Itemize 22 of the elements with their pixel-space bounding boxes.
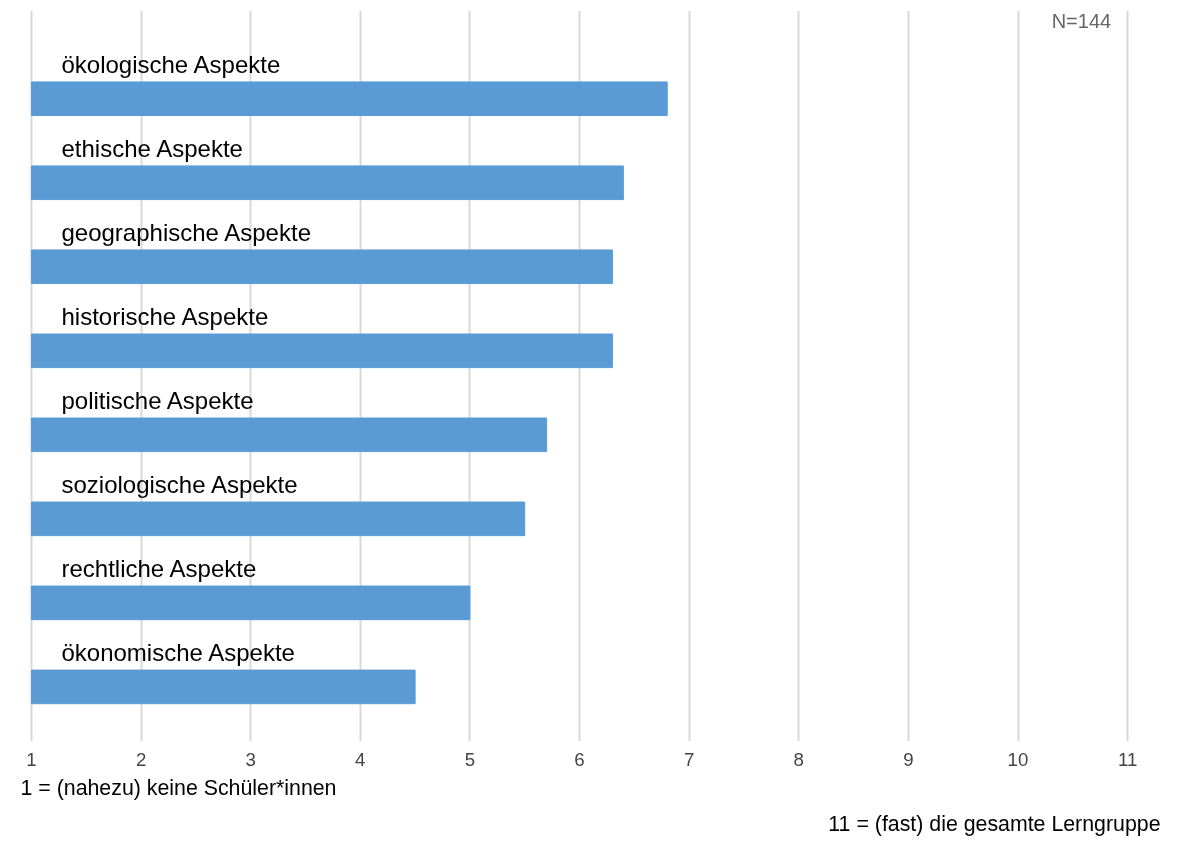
x-tick-label: 2: [135, 748, 147, 770]
x-tick-label: 3: [245, 748, 256, 770]
x-tick-label: 7: [683, 748, 695, 770]
x-tick-label: 8: [793, 748, 804, 770]
y-tick-label: historische Aspekte: [61, 302, 269, 330]
y-tick-label: politische Aspekte: [61, 386, 254, 414]
y-tick-label: ökonomische Aspekte: [61, 638, 295, 666]
text: 1 = (nahezu) keine Schüler*innen: [20, 775, 337, 800]
y-tick-label: soziologische Aspekte: [61, 470, 298, 498]
x-tick-label: 4: [355, 748, 366, 770]
y-tick-label: ökologische Aspekte: [61, 50, 281, 78]
x-tick-label: 10: [1007, 748, 1029, 770]
y-tick-label: geographische Aspekte: [61, 218, 311, 246]
y-tick-label: ethische Aspekte: [61, 134, 243, 162]
x-tick-label: 5: [464, 748, 476, 770]
y-tick-label: rechtliche Aspekte: [61, 554, 257, 582]
x-tick-label: 6: [574, 748, 585, 770]
x-tick-label: 1: [26, 748, 37, 770]
annotation: N=144: [1051, 9, 1112, 32]
x-tick-label: 11: [1117, 748, 1138, 770]
text: 11 = (fast) die gesamte Lerngruppe: [828, 811, 1161, 836]
x-tick-label: 9: [903, 748, 914, 770]
